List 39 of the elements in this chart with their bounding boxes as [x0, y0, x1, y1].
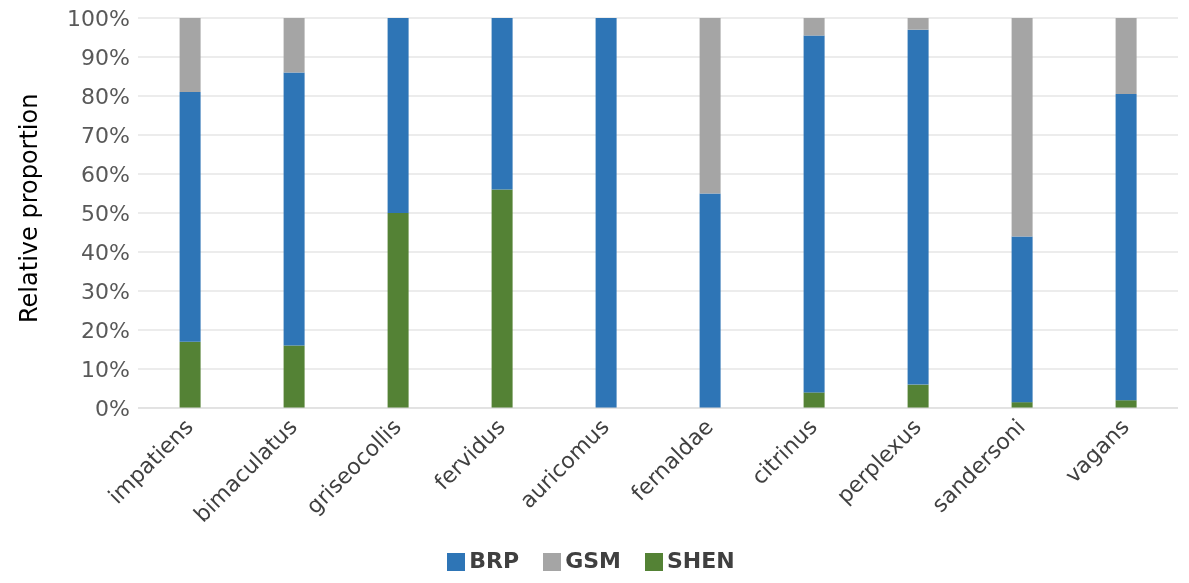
bar — [179, 341, 201, 408]
bar — [803, 392, 825, 408]
bar — [699, 18, 721, 194]
bar — [491, 18, 513, 190]
bar — [1011, 18, 1033, 237]
bar — [387, 213, 409, 408]
y-tick-label: 60% — [81, 161, 130, 187]
bar — [179, 92, 201, 342]
bar — [1115, 400, 1137, 408]
bar — [803, 35, 825, 393]
y-axis-title: Relative proportion — [14, 93, 43, 323]
y-tick-label: 90% — [81, 44, 130, 70]
bar — [1115, 94, 1137, 401]
bar — [803, 18, 825, 36]
bar — [1115, 18, 1137, 95]
y-tick-label: 80% — [81, 83, 130, 109]
y-tick-label: 20% — [81, 317, 130, 343]
bar — [907, 18, 929, 30]
bar — [491, 189, 513, 408]
bar — [387, 18, 409, 213]
legend-label: BRP — [469, 548, 520, 573]
bar — [283, 72, 305, 346]
y-tick-label: 40% — [81, 239, 130, 265]
y-tick-label: 0% — [95, 395, 130, 421]
bar — [595, 18, 617, 408]
bar — [1011, 236, 1033, 403]
bar — [179, 18, 201, 93]
y-tick-label: 50% — [81, 200, 130, 226]
bar — [907, 29, 929, 385]
bar — [699, 193, 721, 408]
legend-label: SHEN — [666, 548, 735, 573]
y-tick-label: 10% — [81, 356, 130, 382]
bar — [907, 384, 929, 408]
legend-label: GSM — [565, 548, 621, 573]
y-tick-label: 100% — [67, 5, 130, 31]
y-tick-label: 70% — [81, 122, 130, 148]
bar — [283, 345, 305, 408]
y-tick-label: 30% — [81, 278, 130, 304]
bar — [283, 18, 305, 73]
